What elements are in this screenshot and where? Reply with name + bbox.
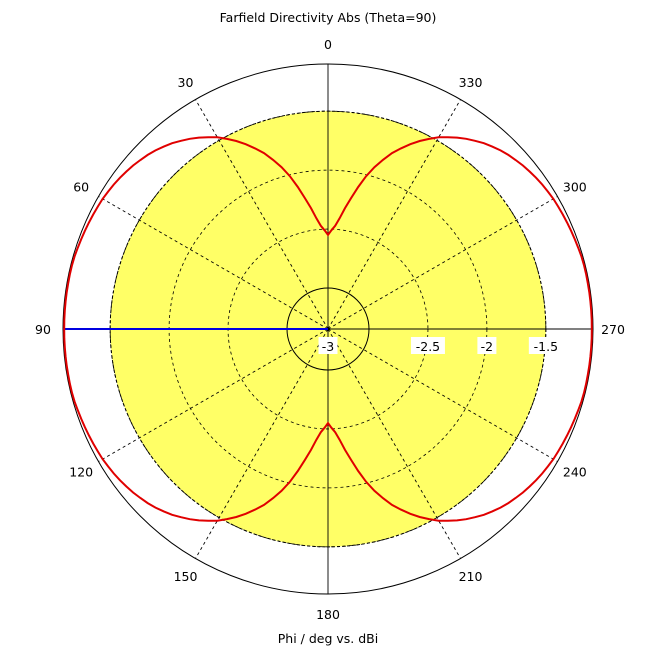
angle-tick-label: 150 [174, 569, 198, 584]
angle-tick-label: 120 [69, 465, 93, 480]
angle-tick-label: 330 [459, 75, 483, 90]
chart-title: Farfield Directivity Abs (Theta=90) [220, 10, 437, 25]
radial-tick-label: -3 [322, 339, 334, 354]
angle-tick-label: 300 [563, 180, 587, 195]
grid-spoke [195, 99, 329, 330]
angle-tick-label: 30 [178, 75, 194, 90]
angle-tick-label: 210 [459, 569, 483, 584]
radial-label-background [528, 337, 563, 354]
radial-labels: -3 -2.5 -2 -1.5 [318, 337, 563, 354]
grid-spoke [98, 328, 329, 462]
angle-tick-label: 180 [316, 607, 340, 622]
grid-spoke [327, 328, 558, 462]
radial-label-background [410, 337, 445, 354]
angle-labels: 0 30 60 90 120 150 180 210 240 270 300 330 [35, 37, 625, 622]
pattern-curve [63, 136, 593, 522]
grid-spoke [98, 196, 329, 330]
angle-tick-label: 0 [324, 37, 332, 52]
radial-tick-label: -1.5 [534, 339, 558, 354]
angle-tick-label: 90 [35, 322, 51, 337]
grid-spoke [327, 99, 461, 330]
x-axis-label: Phi / deg vs. dBi [278, 631, 378, 646]
angle-tick-label: 60 [73, 180, 89, 195]
grid-spoke [327, 196, 558, 330]
grid-spoke [327, 328, 461, 559]
radial-label-background [477, 337, 497, 354]
radial-tick-label: -2 [481, 339, 493, 354]
angle-tick-label: 240 [563, 465, 587, 480]
radial-tick-label: -2.5 [416, 339, 440, 354]
polar-grid [63, 64, 593, 594]
radial-label-background [318, 337, 338, 354]
angle-tick-label: 270 [601, 322, 625, 337]
grid-spoke [195, 328, 329, 559]
